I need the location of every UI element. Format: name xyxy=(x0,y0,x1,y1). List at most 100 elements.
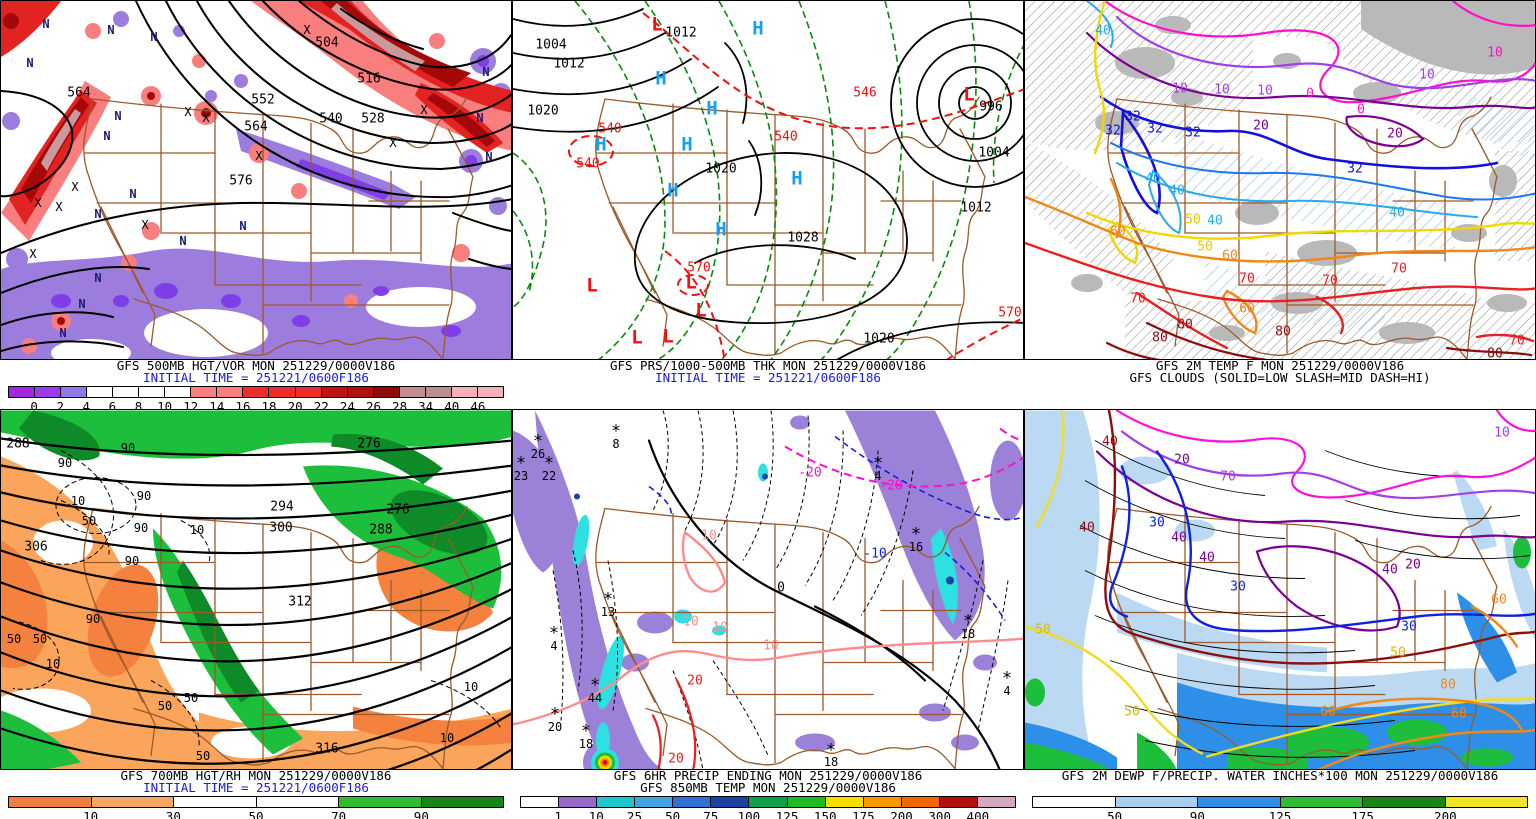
colorbar-swatch xyxy=(9,387,36,397)
colorbar-tick-label: 8 xyxy=(134,399,143,414)
colorbar-swatch xyxy=(863,797,902,807)
colorbar-tick-label: 4 xyxy=(82,399,91,414)
panel-700mb-hgt-rh: 288 306 294 300 276 288 312 276 316 90 90 90 90 90 90 5… xyxy=(0,409,512,819)
colorbar-swatch xyxy=(321,387,348,397)
colorbar-tick-label: 50 xyxy=(1107,809,1123,819)
colorbar-swatch xyxy=(256,797,339,807)
colorbar-swatches xyxy=(8,796,504,808)
panel-title: GFS 500MB HGT/VOR MON 251229/0000V186 xyxy=(116,358,396,373)
caption-prs: GFS PRS/1000-500MB THK MON 251229/0000V1… xyxy=(512,358,1024,385)
panel-title: GFS 700MB HGT/RH MON 251229/0000V186 xyxy=(120,768,392,783)
panel-dewp-pwat: 40 40 20 20 40 40 40 70 10 30 30 30 50 50 50 60 60 60 80 G… xyxy=(1024,409,1536,819)
map-2m-temp-clouds: 40 32 32 32 32 32 10 10 10 10 20 20 0 0 10 40 40 40 40 50 50… xyxy=(1024,0,1536,360)
colorbar-swatch xyxy=(87,387,114,397)
panel-title: GFS 2M DEWP F/PRECIP. WATER INCHES*100 M… xyxy=(1061,768,1499,783)
colorbar-tick-label: 90 xyxy=(1189,809,1205,819)
colorbar-swatch xyxy=(295,387,322,397)
colorbar-swatch xyxy=(1115,797,1198,807)
colorbar-swatch xyxy=(787,797,826,807)
colorbar-swatch xyxy=(113,387,140,397)
colorbar-tick-label: 200 xyxy=(1434,809,1457,819)
panel-subtitle: INITIAL TIME = 251221/0600F186 xyxy=(143,370,369,385)
colorbar-tick-label: 125 xyxy=(775,809,799,819)
panel-subtitle: GFS 850MB TEMP MON 251229/0000V186 xyxy=(640,780,896,795)
colorbar-swatch xyxy=(559,797,598,807)
colorbar-tick-label: 400 xyxy=(966,809,990,819)
colorbar-precip: 1 10 25 50 75 100 125 150 175 200 300 400 xyxy=(520,796,1016,819)
colorbar-dewp: 50 90 125 175 200 xyxy=(1032,796,1528,819)
map-dewp-pwat: 40 40 20 20 40 40 40 70 10 30 30 30 50 50 50 60 60 60 80 xyxy=(1024,409,1536,770)
panel-subtitle: INITIAL TIME = 251221/0600F186 xyxy=(655,370,881,385)
colorbar-tick-label: 10 xyxy=(588,809,604,819)
colorbar-swatch xyxy=(269,387,296,397)
map-prs-thk: 1004 1012 1020 1012 1020 1028 996 1004 1012 1020 5… xyxy=(512,0,1024,360)
colorbar-tick-label: 10 xyxy=(83,809,99,819)
colorbar-swatch xyxy=(165,387,192,397)
colorbar-tick-label: 25 xyxy=(626,809,642,819)
panel-precip-850temp: -20 -20 -10 10 10 10 10 20 20 0 * 26 * 23 * 22 * 8 * 4 * 16 * 1… xyxy=(512,409,1024,819)
colorbar-swatch xyxy=(61,387,88,397)
map-500mb-hgt-vor: 564 552 564 576 540 528 516 504 N N N N N N N N N N N N N N N N… xyxy=(0,0,512,360)
colorbar-swatches xyxy=(1032,796,1528,808)
colorbar-swatch xyxy=(347,387,374,397)
colorbar-swatch xyxy=(521,797,560,807)
colorbar-swatch xyxy=(825,797,864,807)
colorbar-swatch xyxy=(673,797,712,807)
panel-title: GFS 6HR PRECIP ENDING MON 251229/0000V18… xyxy=(613,768,923,783)
colorbar-swatch xyxy=(1033,797,1116,807)
colorbar-swatch xyxy=(421,797,503,807)
caption-precip: GFS 6HR PRECIP ENDING MON 251229/0000V18… xyxy=(512,768,1024,819)
colorbar-swatch xyxy=(399,387,426,397)
colorbar-swatch xyxy=(451,387,478,397)
colorbar-tick-label: 0 xyxy=(30,399,38,414)
colorbar-vorticity: 0 2 4 6 8 10 12 14 16 18 20 22 24 26 28 34 40 46 xyxy=(8,386,504,414)
colorbar-ticks: 10 30 50 70 90 xyxy=(8,808,504,819)
colorbar-swatches xyxy=(520,796,1016,808)
colorbar-swatch xyxy=(139,387,166,397)
colorbar-ticks: 1 10 25 50 75 100 125 150 175 200 300 400 xyxy=(520,808,1016,819)
colorbar-tick-label: 150 xyxy=(813,809,837,819)
caption-dewp: GFS 2M DEWP F/PRECIP. WATER INCHES*100 M… xyxy=(1024,768,1536,819)
colorbar-tick-label: 50 xyxy=(665,809,681,819)
panel-title: GFS PRS/1000-500MB THK MON 251229/0000V1… xyxy=(609,358,927,373)
colorbar-tick-label: 100 xyxy=(737,809,761,819)
colorbar-swatch xyxy=(1445,797,1527,807)
colorbar-swatch xyxy=(477,387,503,397)
colorbar-tick-label: 6 xyxy=(108,399,117,414)
colorbar-tick-label: 50 xyxy=(248,809,264,819)
colorbar-swatch xyxy=(749,797,788,807)
colorbar-swatch xyxy=(597,797,636,807)
caption-500mb: GFS 500MB HGT/VOR MON 251229/0000V186 IN… xyxy=(0,358,512,414)
colorbar-tick-label: 175 xyxy=(852,809,875,819)
panel-prs-thk: 1004 1012 1020 1012 1020 1028 996 1004 1012 1020 5… xyxy=(512,0,1024,384)
panel-subtitle: INITIAL TIME = 251221/0600F186 xyxy=(143,780,369,795)
colorbar-swatch xyxy=(174,797,257,807)
colorbar-swatch xyxy=(901,797,940,807)
colorbar-swatch xyxy=(9,797,92,807)
colorbar-tick-label: 2 xyxy=(56,399,64,414)
colorbar-swatch xyxy=(373,387,400,397)
colorbar-tick-label: 300 xyxy=(928,809,951,819)
colorbar-ticks: 50 90 125 175 200 xyxy=(1032,808,1528,819)
panel-2m-temp-clouds: 40 32 32 32 32 32 10 10 10 10 20 20 0 0 10 40 40 40 40 50 50… xyxy=(1024,0,1536,384)
panel-500mb-hgt-vor: 564 552 564 576 540 528 516 504 N N N N N N N N N N N N N N N N… xyxy=(0,0,512,414)
colorbar-swatch xyxy=(1198,797,1281,807)
colorbar-swatches xyxy=(8,386,504,398)
map-700mb-hgt-rh: 288 306 294 300 276 288 312 276 316 90 90 90 90 90 90 5… xyxy=(0,409,512,770)
colorbar-swatch xyxy=(1280,797,1363,807)
colorbar-tick-label: 175 xyxy=(1351,809,1374,819)
colorbar-swatch xyxy=(977,797,1016,807)
colorbar-tick-label: 90 xyxy=(413,809,429,819)
colorbar-tick-label: 70 xyxy=(331,809,347,819)
colorbar-tick-label: 125 xyxy=(1268,809,1292,819)
colorbar-swatch xyxy=(635,797,674,807)
colorbar-tick-label: 200 xyxy=(890,809,913,819)
colorbar-swatch xyxy=(35,387,62,397)
colorbar-swatch xyxy=(939,797,978,807)
colorbar-swatch xyxy=(91,797,174,807)
colorbar-swatch xyxy=(191,387,218,397)
panel-title: GFS 2M TEMP F MON 251229/0000V186 xyxy=(1155,358,1405,373)
colorbar-rh: 10 30 50 70 90 xyxy=(8,796,504,819)
colorbar-tick-label: 30 xyxy=(165,809,181,819)
